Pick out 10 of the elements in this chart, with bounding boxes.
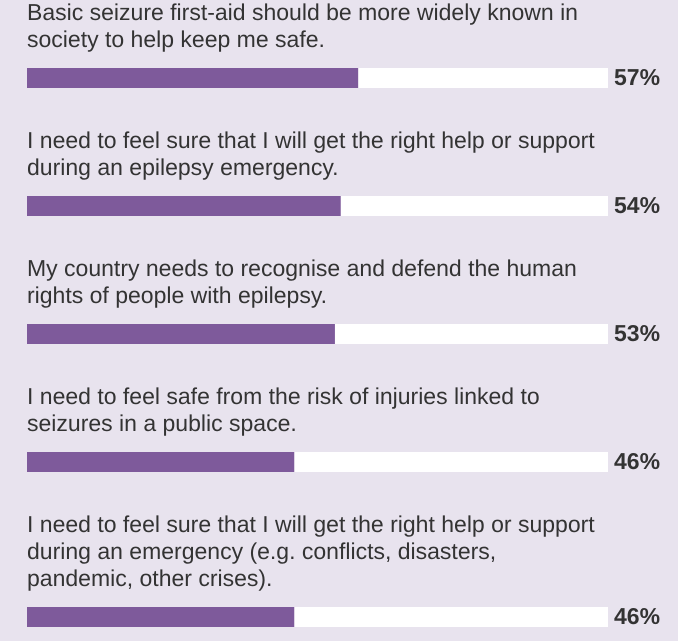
data-label: 46% — [614, 603, 660, 629]
y-tick-label: My country needs to recognise and defend the human rights of people with epilepsy. — [27, 255, 577, 308]
y-tick-label: I need to feel safe from the risk of injuries linked to seizures in a public space. — [27, 383, 540, 436]
data-label: 46% — [614, 448, 660, 474]
y-tick-label: Basic seizure first-aid should be more widely known in society to help keep me safe. — [27, 0, 578, 52]
data-label: 53% — [614, 320, 660, 346]
y-tick-label: I need to feel sure that I will get the right help or support during an epilepsy emergency. — [27, 127, 596, 180]
y-tick-label: I need to feel sure that I will get the right help or support during an emergency (e.g. conflicts, disasters, pandemic, other crises). — [27, 511, 596, 591]
data-label: 54% — [614, 192, 660, 218]
data-label: 57% — [614, 64, 660, 90]
